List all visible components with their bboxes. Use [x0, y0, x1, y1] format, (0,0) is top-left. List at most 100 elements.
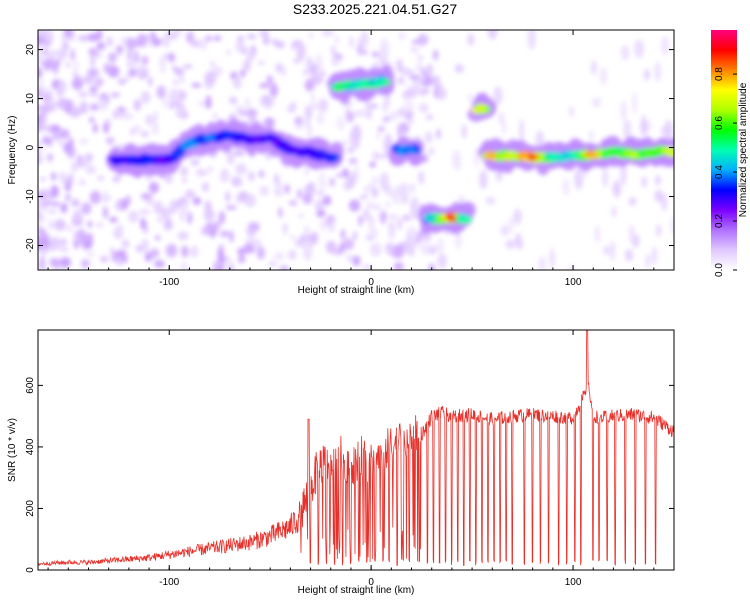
spectrogram-y-tick-label: 20: [25, 44, 36, 56]
noise-speckle: [428, 147, 434, 156]
noise-speckle: [186, 31, 195, 44]
noise-speckle: [478, 170, 488, 190]
feature-peak: [285, 147, 296, 153]
noise-speckle: [174, 67, 185, 77]
colorbar-tick-label: 0.8: [714, 67, 725, 81]
noise-speckle: [96, 42, 106, 51]
noise-speckle: [48, 49, 60, 56]
noise-speckle: [437, 253, 448, 269]
noise-speckle: [48, 219, 55, 230]
noise-speckle: [468, 92, 474, 104]
noise-speckle: [38, 67, 43, 79]
noise-speckle: [95, 221, 104, 229]
noise-speckle: [39, 176, 47, 182]
noise-speckle: [569, 106, 574, 117]
noise-speckle: [38, 216, 47, 222]
noise-speckle: [419, 104, 427, 113]
noise-speckle: [50, 124, 61, 132]
noise-speckle: [38, 225, 42, 231]
feature-peak: [487, 151, 498, 158]
noise-speckle: [368, 214, 375, 229]
feature-peak: [568, 151, 579, 158]
noise-speckle: [205, 221, 214, 236]
noise-speckle: [320, 218, 327, 232]
noise-speckle: [273, 173, 280, 185]
noise-speckle: [113, 175, 122, 183]
noise-speckle: [371, 176, 378, 185]
noise-speckle: [187, 211, 193, 225]
noise-speckle: [158, 58, 167, 67]
noise-speckle: [42, 59, 54, 70]
noise-speckle: [259, 185, 270, 196]
noise-speckle: [83, 241, 93, 249]
noise-speckle: [269, 83, 278, 98]
noise-speckle: [73, 59, 79, 73]
colorbar-tick-label: 0.2: [714, 214, 725, 228]
noise-speckle: [184, 189, 196, 199]
noise-speckle: [160, 66, 166, 73]
noise-speckle: [527, 30, 536, 50]
noise-speckle: [294, 116, 304, 126]
noise-speckle: [422, 231, 432, 242]
spectrogram-y-tick-label: 0: [25, 144, 36, 150]
noise-speckle: [77, 90, 89, 98]
noise-speckle: [348, 199, 361, 212]
noise-speckle: [349, 35, 354, 49]
noise-speckle: [234, 105, 245, 114]
feature-peak: [457, 215, 467, 222]
noise-speckle: [376, 154, 389, 159]
noise-speckle: [257, 61, 266, 66]
noise-speckle: [256, 246, 266, 260]
noise-speckle: [54, 219, 66, 231]
noise-speckle: [562, 178, 570, 196]
noise-speckle: [388, 214, 399, 220]
noise-speckle: [198, 37, 208, 51]
noise-speckle: [641, 176, 647, 188]
snr-panel: -100 0 100 0 200 400 600 Height of straight li…: [7, 329, 675, 596]
noise-speckle: [70, 161, 79, 173]
noise-speckle: [404, 97, 411, 114]
noise-speckle: [505, 239, 516, 250]
noise-speckle: [89, 53, 96, 68]
snr-y-tick-label: 0: [25, 567, 36, 573]
snr-x-tick-label: 0: [368, 577, 374, 588]
noise-speckle: [150, 248, 160, 259]
noise-speckle: [49, 236, 61, 251]
noise-speckle: [145, 42, 155, 47]
noise-speckle: [50, 201, 61, 207]
noise-speckle: [396, 79, 407, 86]
noise-speckle: [538, 256, 547, 270]
noise-speckle: [181, 245, 189, 258]
noise-speckle: [148, 181, 160, 194]
noise-speckle: [318, 171, 327, 194]
feature-peak: [113, 156, 124, 163]
noise-speckle: [145, 175, 153, 181]
noise-speckle: [228, 262, 235, 270]
noise-speckle: [310, 231, 319, 245]
noise-speckle: [358, 195, 368, 200]
noise-speckle: [549, 248, 555, 269]
noise-speckle: [139, 208, 147, 215]
noise-speckle: [210, 60, 215, 67]
noise-speckle: [348, 157, 358, 165]
noise-speckle: [203, 208, 215, 221]
noise-speckle: [329, 177, 335, 185]
noise-speckle: [345, 108, 352, 121]
spectrogram-y-axis-label: Frequency (Hz): [7, 116, 18, 185]
spectrogram-frame: [37, 29, 675, 271]
noise-speckle: [307, 32, 315, 39]
noise-speckle: [467, 33, 475, 46]
noise-speckle: [38, 79, 45, 86]
noise-speckle: [395, 60, 400, 71]
noise-speckle: [288, 200, 298, 206]
noise-speckle: [661, 193, 668, 212]
noise-speckle: [141, 131, 149, 137]
noise-speckle: [335, 116, 346, 131]
noise-speckle: [189, 246, 199, 258]
noise-speckle: [238, 254, 246, 264]
noise-speckle: [228, 97, 238, 104]
noise-speckle: [109, 216, 118, 223]
noise-speckle: [63, 30, 74, 38]
noise-speckle: [310, 91, 316, 111]
noise-speckle: [89, 190, 102, 205]
